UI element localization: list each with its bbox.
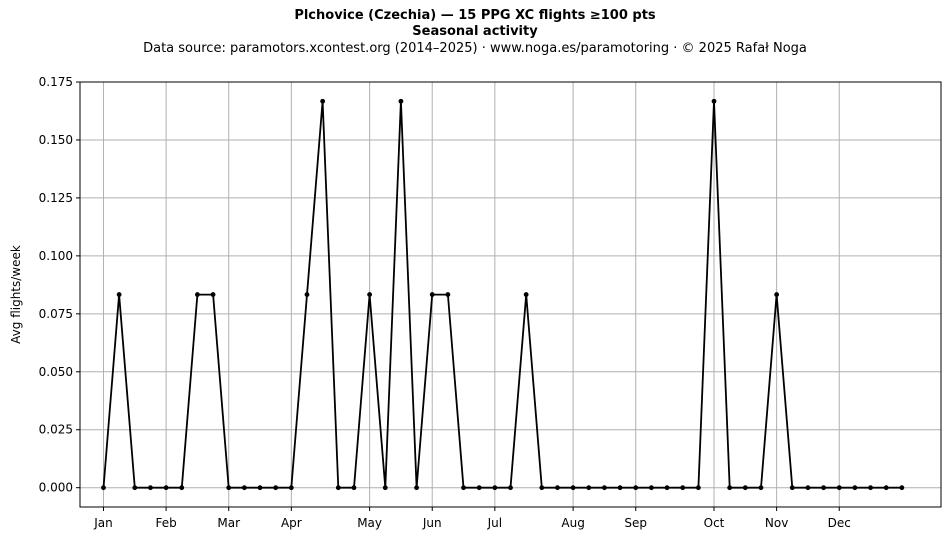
data-point — [805, 485, 811, 491]
data-point — [101, 485, 106, 491]
x-tick-label: Mar — [217, 516, 240, 530]
data-point — [539, 485, 545, 491]
data-point — [304, 292, 310, 297]
data-point — [555, 485, 560, 491]
data-point — [163, 485, 169, 491]
chart-subtitle: Seasonal activity — [412, 24, 538, 39]
y-tick-label: 0.100 — [39, 249, 73, 263]
data-point — [445, 292, 451, 297]
x-tick-label: Nov — [765, 516, 788, 530]
data-point — [821, 485, 826, 491]
data-point — [273, 485, 279, 491]
data-point — [586, 485, 592, 491]
data-point — [414, 485, 419, 491]
plot-frame — [79, 81, 942, 508]
data-point — [617, 485, 623, 491]
x-tick-label: Oct — [704, 516, 725, 530]
x-tick-label: Apr — [281, 516, 302, 530]
data-point — [664, 485, 670, 491]
x-tick-label: Sep — [624, 516, 647, 530]
data-point — [461, 485, 466, 491]
y-tick-label: 0.175 — [39, 75, 73, 89]
data-point — [602, 485, 607, 491]
data-point — [633, 485, 639, 491]
x-tick-label: Jan — [93, 516, 113, 530]
y-tick-label: 0.150 — [39, 133, 73, 147]
x-tick-label: May — [357, 516, 382, 530]
data-point — [382, 485, 388, 491]
series-line — [102, 101, 902, 489]
x-tick-label: Jul — [487, 516, 502, 530]
data-point — [257, 485, 263, 491]
data-point — [695, 485, 701, 491]
data-point — [523, 292, 529, 297]
data-point — [476, 485, 482, 491]
data-point — [195, 292, 200, 297]
data-point — [711, 98, 717, 104]
data-point — [680, 485, 686, 491]
data-point — [570, 485, 576, 491]
x-tick-label: Feb — [155, 516, 176, 530]
axis-ticks: 0.000 0.025 0.050 0.075 0.100 0.125 0.150 0.175… — [39, 75, 851, 530]
data-point — [648, 485, 654, 491]
data-point — [429, 292, 435, 297]
chart-title: Plchovice (Czechia) — 15 PPG XC flights … — [294, 8, 656, 23]
data-point — [116, 292, 122, 297]
y-tick-label: 0.125 — [39, 191, 73, 205]
data-point — [774, 292, 780, 297]
data-point — [351, 485, 357, 491]
x-tick-label: Dec — [828, 516, 851, 530]
x-tick-label: Jun — [422, 516, 442, 530]
data-point — [727, 485, 733, 491]
data-point — [742, 485, 748, 491]
y-tick-label: 0.025 — [39, 423, 73, 437]
data-point — [868, 485, 873, 491]
data-point — [398, 98, 404, 104]
data-point — [132, 485, 138, 491]
data-point — [789, 485, 795, 491]
series — [101, 98, 905, 491]
data-point — [836, 485, 842, 491]
y-tick-label: 0.075 — [39, 307, 73, 321]
data-point — [320, 98, 326, 104]
data-point — [179, 485, 185, 491]
data-point — [148, 485, 153, 491]
y-axis-label: Avg flights/week — [9, 245, 23, 344]
x-tick-label: Aug — [561, 516, 584, 530]
data-point — [210, 292, 216, 297]
data-point — [226, 485, 232, 491]
data-point — [852, 485, 858, 491]
y-tick-label: 0.050 — [39, 365, 73, 379]
data-point — [508, 485, 513, 491]
data-point — [241, 485, 247, 491]
y-tick-label: 0.000 — [39, 481, 73, 495]
data-point — [758, 485, 764, 491]
data-point — [367, 292, 373, 297]
title-block: Plchovice (Czechia) — 15 PPG XC flights … — [0, 8, 950, 58]
data-point — [335, 485, 341, 491]
data-point — [883, 485, 889, 491]
data-point — [899, 485, 905, 491]
data-point — [492, 485, 498, 491]
data-source-note: Data source: paramotors.xcontest.org (20… — [143, 41, 807, 56]
data-point — [288, 485, 294, 491]
